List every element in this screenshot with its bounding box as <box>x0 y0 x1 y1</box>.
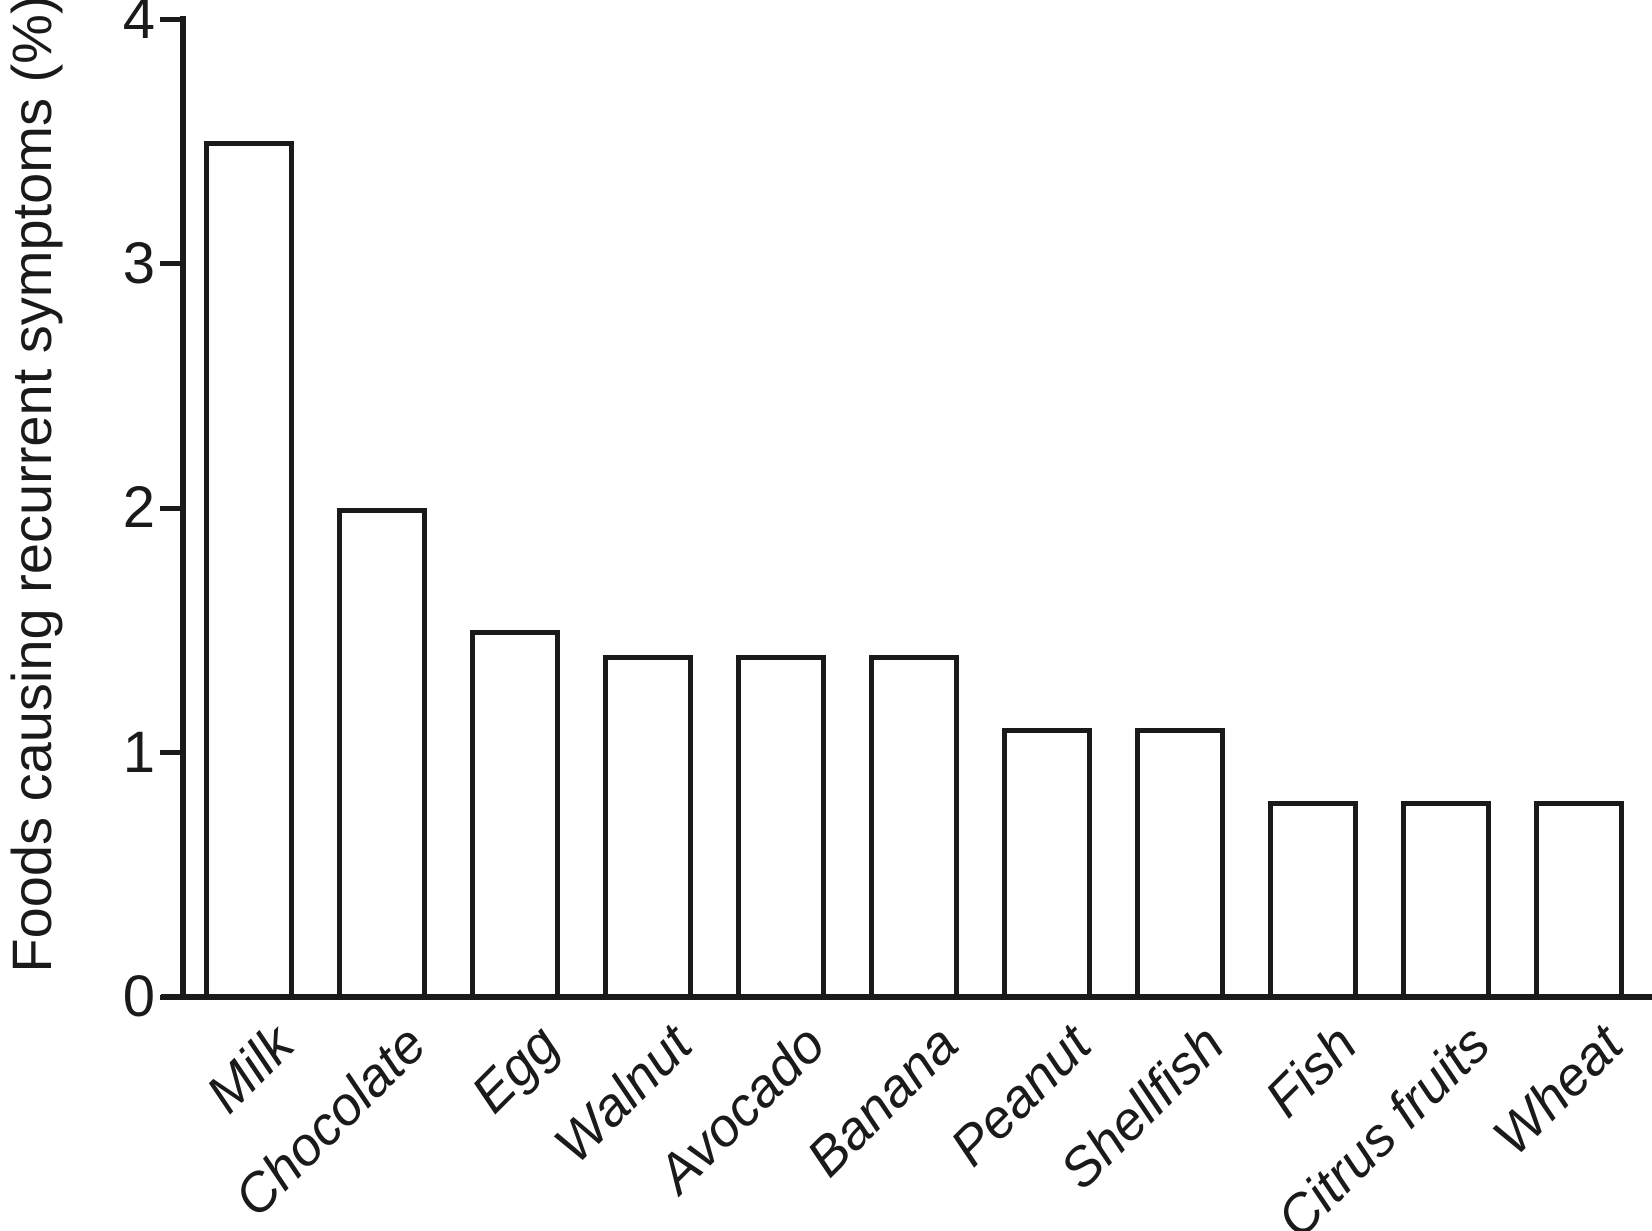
y-axis-title: Foods causing recurrent symptoms (%) <box>0 0 63 973</box>
y-axis-tick <box>160 261 186 266</box>
x-axis-label: Banana <box>795 1013 970 1188</box>
bar-peanut <box>1001 728 1092 997</box>
y-axis-tick-label: 4 <box>122 0 155 51</box>
y-axis-tick <box>160 994 186 1000</box>
bar-fish <box>1267 801 1358 997</box>
bar-shellfish <box>1134 728 1225 997</box>
y-axis-tick-label: 1 <box>122 719 155 785</box>
x-axis-label: Milk <box>194 1013 305 1125</box>
y-axis-tick <box>160 16 186 22</box>
bar-walnut <box>602 654 693 997</box>
bar-avocado <box>735 654 826 997</box>
y-axis-tick <box>160 750 186 755</box>
y-axis-tick-label: 3 <box>122 230 155 296</box>
bar-milk <box>203 141 294 997</box>
bar-chocolate <box>336 508 427 997</box>
x-axis-label: Fish <box>1254 1013 1369 1129</box>
y-axis-tick <box>160 505 186 511</box>
bar-egg <box>469 630 560 997</box>
y-axis-tick-label: 2 <box>122 475 155 540</box>
bar-wheat <box>1533 801 1624 997</box>
x-axis-label: Wheat <box>1482 1013 1635 1167</box>
y-axis-tick-label: 0 <box>122 964 155 1029</box>
x-axis-line <box>161 994 1652 1000</box>
bar-banana <box>868 654 959 997</box>
x-axis-label: Egg <box>460 1013 571 1125</box>
bar-citrus-fruits <box>1400 801 1491 997</box>
